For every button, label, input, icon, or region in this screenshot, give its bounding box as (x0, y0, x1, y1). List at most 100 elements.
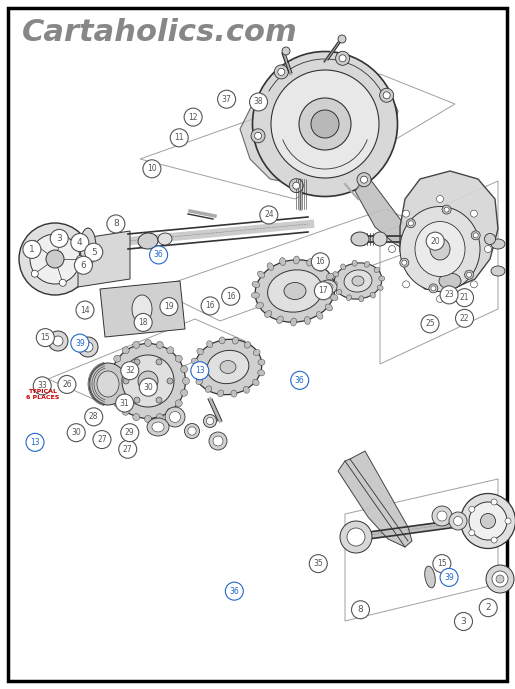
Circle shape (107, 215, 125, 233)
Text: 23: 23 (444, 290, 454, 300)
Ellipse shape (383, 92, 390, 99)
Text: 16: 16 (205, 301, 215, 311)
Text: 36: 36 (295, 376, 304, 385)
Ellipse shape (83, 342, 93, 352)
Circle shape (352, 601, 369, 619)
Ellipse shape (133, 413, 140, 421)
Ellipse shape (114, 355, 121, 362)
Ellipse shape (97, 371, 119, 397)
Text: 13: 13 (195, 366, 204, 376)
Text: 19: 19 (164, 302, 174, 311)
Ellipse shape (253, 349, 260, 356)
Ellipse shape (454, 517, 462, 526)
Ellipse shape (467, 272, 472, 277)
Ellipse shape (107, 378, 113, 384)
Text: 29: 29 (125, 428, 134, 438)
Text: 31: 31 (120, 398, 129, 408)
Ellipse shape (219, 337, 225, 344)
Ellipse shape (491, 499, 497, 505)
Circle shape (201, 297, 219, 315)
Ellipse shape (122, 409, 129, 415)
Circle shape (143, 160, 161, 178)
Circle shape (456, 309, 473, 327)
Ellipse shape (449, 512, 467, 530)
Ellipse shape (327, 274, 334, 280)
Ellipse shape (252, 52, 398, 196)
Ellipse shape (431, 286, 436, 291)
Ellipse shape (122, 347, 129, 353)
Ellipse shape (232, 337, 238, 344)
Ellipse shape (156, 397, 162, 403)
Ellipse shape (471, 231, 480, 240)
Text: 6: 6 (80, 260, 87, 270)
Ellipse shape (217, 390, 224, 397)
Ellipse shape (379, 276, 385, 281)
Ellipse shape (207, 341, 213, 348)
Ellipse shape (352, 276, 364, 286)
Ellipse shape (406, 219, 416, 228)
Ellipse shape (469, 530, 475, 536)
Text: 15: 15 (437, 559, 447, 568)
Ellipse shape (122, 355, 174, 407)
Ellipse shape (132, 295, 152, 323)
Ellipse shape (156, 359, 162, 365)
Text: 22: 22 (460, 313, 469, 323)
Text: 36: 36 (154, 250, 163, 260)
Ellipse shape (197, 348, 203, 355)
Circle shape (191, 362, 209, 380)
Polygon shape (400, 171, 498, 289)
Ellipse shape (243, 387, 249, 393)
Ellipse shape (339, 55, 346, 62)
Ellipse shape (473, 233, 478, 238)
Ellipse shape (340, 521, 372, 553)
Ellipse shape (491, 266, 505, 276)
Text: 25: 25 (425, 319, 435, 329)
Circle shape (23, 240, 41, 258)
Ellipse shape (196, 378, 203, 384)
Ellipse shape (352, 260, 357, 266)
Ellipse shape (133, 341, 140, 349)
Text: 1: 1 (29, 245, 35, 254)
Circle shape (93, 431, 111, 449)
Ellipse shape (108, 389, 115, 396)
Ellipse shape (430, 238, 450, 260)
Polygon shape (338, 451, 412, 547)
Ellipse shape (403, 210, 409, 217)
Text: 27: 27 (97, 435, 107, 444)
Ellipse shape (209, 432, 227, 450)
Text: 33: 33 (38, 381, 47, 391)
Ellipse shape (415, 221, 465, 276)
Ellipse shape (134, 397, 140, 403)
Circle shape (71, 234, 89, 251)
Ellipse shape (439, 273, 461, 289)
Ellipse shape (108, 366, 115, 373)
Ellipse shape (134, 359, 140, 365)
Ellipse shape (444, 207, 449, 212)
Text: 2: 2 (486, 603, 491, 613)
Circle shape (37, 329, 54, 347)
Ellipse shape (167, 347, 174, 353)
Ellipse shape (316, 311, 323, 319)
Polygon shape (355, 179, 418, 254)
Ellipse shape (380, 88, 393, 102)
Circle shape (170, 129, 188, 147)
Ellipse shape (267, 263, 273, 270)
Ellipse shape (307, 258, 313, 266)
Text: 39: 39 (75, 338, 84, 348)
Ellipse shape (344, 270, 372, 292)
Ellipse shape (437, 296, 443, 302)
Ellipse shape (194, 339, 262, 395)
Ellipse shape (181, 366, 187, 373)
Ellipse shape (31, 270, 38, 277)
Ellipse shape (19, 223, 91, 295)
Ellipse shape (48, 331, 68, 351)
Ellipse shape (437, 511, 447, 521)
Ellipse shape (330, 294, 338, 300)
Ellipse shape (299, 98, 351, 150)
Ellipse shape (334, 263, 382, 299)
Ellipse shape (165, 407, 185, 427)
Text: 14: 14 (80, 305, 90, 315)
Ellipse shape (156, 341, 163, 349)
Ellipse shape (347, 528, 365, 546)
Ellipse shape (147, 418, 169, 436)
